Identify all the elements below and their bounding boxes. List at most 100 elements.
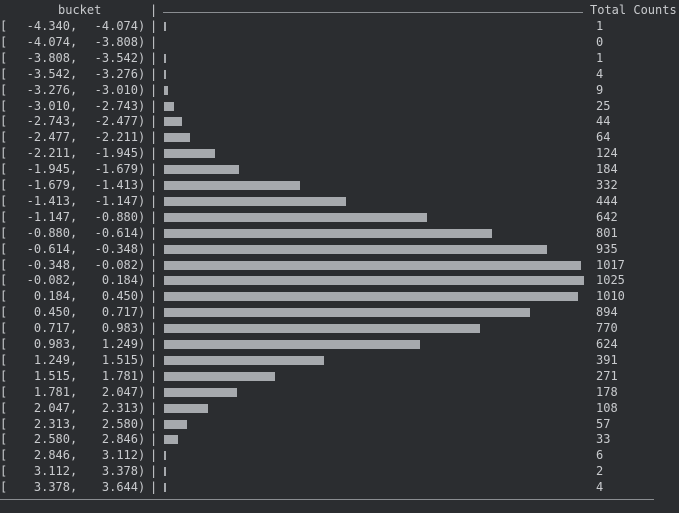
bucket-high: 2.313 <box>101 400 138 415</box>
bucket-comma: , <box>70 98 78 113</box>
bucket-close-paren: ) <box>138 448 146 463</box>
row-separator: | <box>150 241 158 256</box>
bucket-comma: , <box>70 289 78 304</box>
bucket-comma: , <box>70 416 78 431</box>
histogram-bar <box>164 53 166 63</box>
bucket-low: 0.184 <box>33 289 70 304</box>
bucket-high: 2.580 <box>101 416 138 431</box>
bucket-comma: , <box>70 130 78 145</box>
bucket-open-bracket: [ <box>0 19 8 33</box>
bucket-count: 6 <box>596 448 604 463</box>
bucket-count: 44 <box>596 114 611 129</box>
bucket-count: 2 <box>596 464 604 479</box>
bucket-comma: , <box>70 66 78 81</box>
bucket-comma: , <box>70 178 78 192</box>
bucket-high: 0.184 <box>101 273 138 288</box>
histogram-bar <box>164 117 182 127</box>
bucket-count: 9 <box>596 82 604 97</box>
bucket-high: -2.477 <box>94 114 138 129</box>
bucket-low: -1.679 <box>26 178 70 192</box>
bucket-open-bracket: [ <box>0 480 8 495</box>
row-separator: | <box>150 257 158 272</box>
bucket-comma: , <box>70 114 78 129</box>
bucket-close-paren: ) <box>138 241 146 256</box>
histogram-bar <box>164 22 166 31</box>
header-separator: | <box>150 3 158 17</box>
bucket-open-bracket: [ <box>0 178 8 192</box>
bucket-high: -1.147 <box>94 193 138 208</box>
histogram-bar <box>164 403 208 413</box>
row-separator: | <box>150 82 158 97</box>
bucket-close-paren: ) <box>138 34 146 49</box>
bucket-high: 2.047 <box>101 384 138 399</box>
histogram-bar <box>164 467 166 477</box>
bucket-comma: , <box>70 352 78 367</box>
bucket-open-bracket: [ <box>0 321 8 336</box>
bucket-count: 271 <box>596 368 618 383</box>
histogram-bar <box>164 419 187 429</box>
bucket-high: 1.249 <box>101 337 138 351</box>
bucket-high: -2.211 <box>94 130 138 145</box>
bucket-count: 64 <box>596 130 611 145</box>
bucket-count: 624 <box>596 337 618 351</box>
bucket-low: 2.846 <box>33 448 70 463</box>
bucket-comma: , <box>70 464 78 479</box>
bucket-comma: , <box>70 225 78 240</box>
bucket-count: 444 <box>596 193 618 208</box>
bucket-count: 1 <box>596 19 604 33</box>
bucket-high: -0.348 <box>94 241 138 256</box>
bucket-close-paren: ) <box>138 82 146 97</box>
bucket-low: 0.450 <box>33 305 70 320</box>
bucket-open-bracket: [ <box>0 289 8 304</box>
bucket-low: 2.047 <box>33 400 70 415</box>
bucket-close-paren: ) <box>138 337 146 351</box>
bucket-close-paren: ) <box>138 98 146 113</box>
bucket-comma: , <box>70 480 78 495</box>
row-separator: | <box>150 19 158 33</box>
bucket-close-paren: ) <box>138 273 146 288</box>
histogram-bar <box>164 308 530 318</box>
histogram-bar <box>164 149 215 159</box>
histogram-bar <box>164 212 427 222</box>
bucket-comma: , <box>70 34 78 49</box>
histogram-bar <box>164 69 166 79</box>
bucket-close-paren: ) <box>138 66 146 81</box>
row-separator: | <box>150 114 158 129</box>
bucket-comma: , <box>70 146 78 161</box>
bucket-close-paren: ) <box>138 209 146 224</box>
bottom-rule <box>0 499 654 500</box>
bucket-open-bracket: [ <box>0 432 8 447</box>
bucket-open-bracket: [ <box>0 50 8 65</box>
bucket-open-bracket: [ <box>0 225 8 240</box>
bucket-close-paren: ) <box>138 50 146 65</box>
bucket-count: 1017 <box>596 257 625 272</box>
bucket-low: -3.276 <box>26 82 70 97</box>
bucket-high: 3.378 <box>101 464 138 479</box>
bucket-low: -2.743 <box>26 114 70 129</box>
bucket-high: -0.880 <box>94 209 138 224</box>
bucket-low: 1.781 <box>33 384 70 399</box>
bucket-header: bucket <box>58 3 102 17</box>
bucket-close-paren: ) <box>138 193 146 208</box>
bucket-comma: , <box>70 321 78 336</box>
bucket-open-bracket: [ <box>0 66 8 81</box>
bucket-low: 3.378 <box>33 480 70 495</box>
bucket-close-paren: ) <box>138 384 146 399</box>
bucket-close-paren: ) <box>138 464 146 479</box>
bucket-comma: , <box>70 305 78 320</box>
bucket-high: 3.112 <box>101 448 138 463</box>
row-separator: | <box>150 66 158 81</box>
row-separator: | <box>150 384 158 399</box>
bucket-high: -1.679 <box>94 162 138 177</box>
header-rule <box>163 12 583 13</box>
bucket-close-paren: ) <box>138 352 146 367</box>
row-separator: | <box>150 34 158 49</box>
histogram-bar <box>164 371 275 381</box>
bucket-high: 0.717 <box>101 305 138 320</box>
bucket-open-bracket: [ <box>0 400 8 415</box>
bucket-count: 108 <box>596 400 618 415</box>
histogram-bar <box>164 228 492 238</box>
bucket-count: 642 <box>596 209 618 224</box>
bucket-count: 25 <box>596 98 611 113</box>
